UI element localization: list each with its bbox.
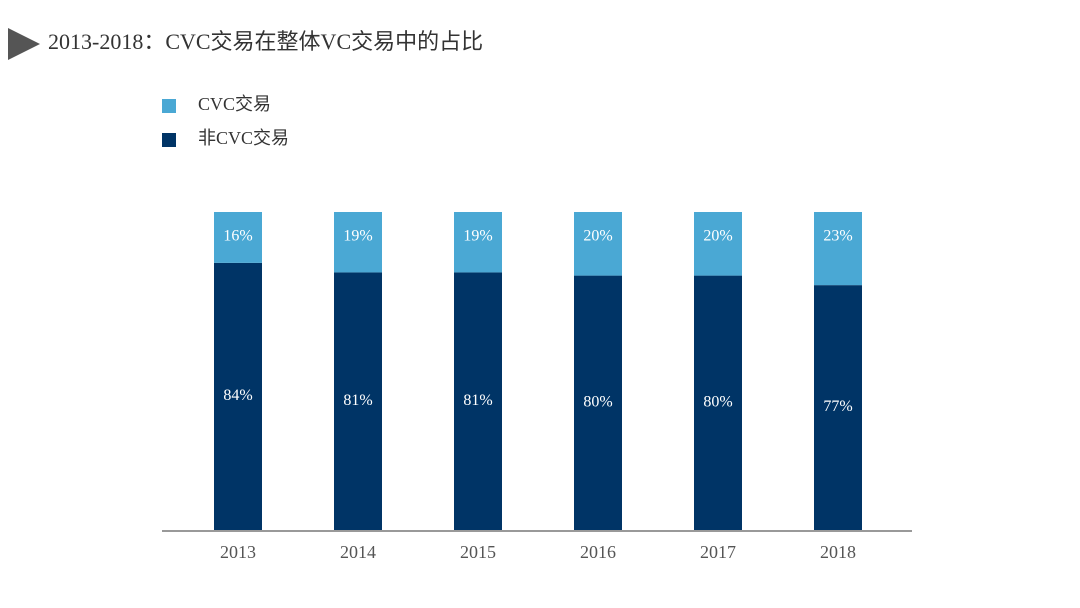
value-label: 16% (223, 228, 252, 245)
legend-label: 非CVC交易 (198, 128, 289, 148)
bar-segment (814, 285, 862, 530)
x-tick-label: 2013 (220, 542, 256, 562)
bar-segment (574, 275, 622, 530)
value-label: 19% (343, 228, 372, 245)
x-tick-label: 2016 (580, 542, 616, 562)
x-tick-label: 2014 (340, 542, 376, 562)
bar-segment (454, 212, 502, 273)
x-tick-label: 2015 (460, 542, 496, 562)
bar-segment (694, 275, 742, 530)
value-label: 80% (703, 393, 732, 410)
bar-segment (454, 272, 502, 530)
value-label: 80% (583, 393, 612, 410)
value-label: 20% (583, 228, 612, 245)
x-tick-label: 2018 (820, 542, 856, 562)
chart-title: 2013-2018：CVC交易在整体VC交易中的占比 (48, 29, 483, 54)
legend-swatch (162, 99, 176, 113)
value-label: 81% (463, 392, 492, 409)
value-label: 81% (343, 392, 372, 409)
x-tick-label: 2017 (700, 542, 736, 562)
bar-segment (334, 212, 382, 273)
title-marker (8, 28, 40, 60)
bar-segment (574, 212, 622, 276)
bar-segment (814, 212, 862, 286)
bar-segment (334, 272, 382, 530)
value-label: 20% (703, 228, 732, 245)
value-label: 84% (223, 387, 252, 404)
value-label: 19% (463, 228, 492, 245)
legend-label: CVC交易 (198, 94, 271, 114)
bar-segment (214, 212, 262, 263)
value-label: 23% (823, 228, 852, 245)
value-label: 77% (823, 398, 852, 415)
bar-segment (694, 212, 742, 276)
legend-swatch (162, 133, 176, 147)
bar-segment (214, 262, 262, 530)
